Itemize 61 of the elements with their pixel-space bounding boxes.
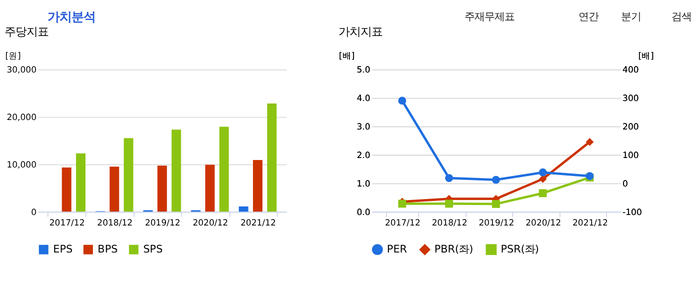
x-tick-label: 2019/12 [478, 218, 514, 228]
point [538, 168, 547, 176]
x-tick-label: 2021/12 [572, 218, 608, 228]
point [586, 138, 594, 146]
bar [110, 166, 120, 212]
y2-axis-title: [배] [638, 52, 654, 62]
bar [219, 126, 229, 212]
x-tick-label: 2017/12 [49, 218, 85, 228]
text: 연간 [578, 11, 598, 24]
point [445, 200, 454, 208]
legend-label: PBR(좌) [434, 243, 474, 256]
bar [205, 164, 215, 212]
y-tick-label: 5.0 [356, 66, 370, 76]
bar [172, 130, 182, 212]
text: 주재무제표 [464, 11, 515, 24]
y-tick-label: 3.0 [356, 122, 370, 133]
x-tick-label: 2018/12 [432, 218, 468, 228]
bar [62, 168, 72, 212]
y-tick-label: 10,000 [6, 160, 37, 171]
bar [124, 138, 134, 212]
legend-label: EPS [53, 243, 73, 256]
y2-tick-label: 100 [622, 151, 639, 162]
bar [238, 206, 248, 212]
y-tick-label: 0.0 [356, 208, 370, 218]
y2-tick-label: 0 [622, 180, 628, 190]
x-tick-label: 2021/12 [240, 218, 276, 228]
y2-tick-label: -100 [622, 208, 642, 218]
y-tick-label: 1.0 [356, 180, 370, 190]
legend-label: SPS [143, 243, 164, 256]
y-tick-label: 30,000 [6, 66, 37, 76]
text: 분기 [621, 11, 642, 24]
y2-tick-label: 400 [622, 66, 639, 76]
y-tick-label: 4.0 [356, 94, 370, 104]
text: 검색 [671, 11, 692, 24]
chart-title: 주당지표 [4, 24, 49, 38]
point [538, 189, 547, 198]
x-tick-label: 2018/12 [97, 218, 133, 228]
x-tick-label: 2020/12 [192, 218, 228, 228]
y-tick-label: 0 [31, 208, 37, 218]
chart-title: 가치지표 [338, 24, 383, 38]
legend-label: PSR(좌) [500, 243, 539, 256]
y2-tick-label: 300 [622, 94, 639, 104]
y-axis-title: [원] [5, 52, 21, 62]
point [398, 96, 406, 105]
point [492, 176, 500, 184]
y-axis-title: [배] [339, 52, 355, 62]
bar [157, 166, 167, 212]
x-tick-label: 2020/12 [526, 218, 562, 228]
point [445, 174, 454, 182]
y2-tick-label: 200 [622, 122, 639, 133]
legend-label: BPS [98, 243, 118, 256]
point [492, 200, 500, 208]
x-tick-label: 2019/12 [144, 218, 180, 228]
legend-label: PER [386, 243, 408, 256]
bar [267, 104, 277, 212]
y-tick-label: 2.0 [356, 151, 370, 162]
y-tick-label: 20,000 [6, 113, 37, 124]
bar [252, 160, 262, 212]
bar [76, 153, 86, 212]
x-tick-label: 2017/12 [384, 218, 420, 228]
text: 가치분석 [47, 10, 96, 24]
